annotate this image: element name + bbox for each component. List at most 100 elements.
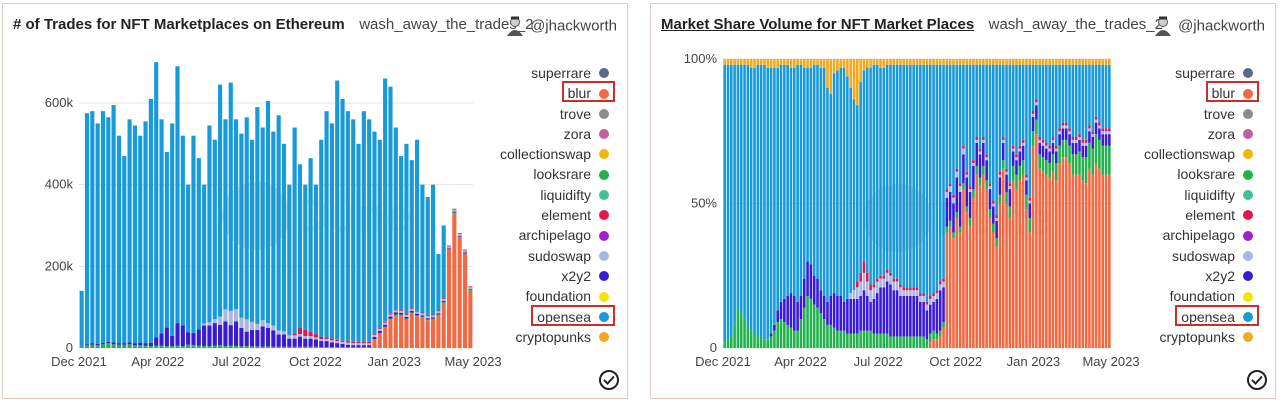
- bar-stack[interactable]: [832, 59, 836, 348]
- bar-stack[interactable]: [1028, 59, 1032, 348]
- bar-stack[interactable]: [106, 117, 111, 348]
- checkmark-icon[interactable]: [1247, 370, 1267, 390]
- bar-stack[interactable]: [196, 158, 201, 348]
- bar-stack[interactable]: [399, 156, 404, 348]
- bar-stack[interactable]: [276, 115, 281, 348]
- bar-stack[interactable]: [846, 59, 849, 348]
- legend-item-collectionswap[interactable]: collectionswap: [1103, 143, 1253, 163]
- legend-item-collectionswap[interactable]: collectionswap: [459, 143, 609, 163]
- bar-stack[interactable]: [991, 59, 995, 348]
- bar-stack[interactable]: [425, 196, 430, 348]
- bar-stack[interactable]: [223, 119, 228, 348]
- bar-stack[interactable]: [965, 59, 969, 348]
- bar-stack[interactable]: [127, 119, 132, 348]
- bar-stack[interactable]: [836, 59, 839, 348]
- bar-stack[interactable]: [345, 111, 350, 348]
- bar-stack[interactable]: [928, 59, 932, 348]
- bar-stack[interactable]: [468, 286, 473, 348]
- bar-stack[interactable]: [730, 59, 733, 348]
- bar-stack[interactable]: [1104, 59, 1108, 348]
- bar-stack[interactable]: [452, 208, 457, 348]
- author[interactable]: @jhackworth: [506, 16, 617, 36]
- legend-item-archipelago[interactable]: archipelago: [1103, 224, 1253, 244]
- bar-stack[interactable]: [303, 184, 308, 348]
- bar-stack[interactable]: [436, 254, 441, 348]
- bar-stack[interactable]: [998, 59, 1002, 348]
- bar-stack[interactable]: [743, 59, 746, 348]
- bar-stack[interactable]: [796, 59, 799, 348]
- bar-stack[interactable]: [218, 84, 223, 348]
- bar-stack[interactable]: [143, 121, 148, 348]
- bar-stack[interactable]: [1081, 59, 1085, 348]
- bar-stack[interactable]: [935, 59, 939, 348]
- bar-stack[interactable]: [388, 86, 393, 348]
- bar-stack[interactable]: [207, 125, 212, 348]
- bar-stack[interactable]: [420, 184, 425, 349]
- bar-stack[interactable]: [909, 59, 912, 348]
- legend-item-trove[interactable]: trove: [1103, 103, 1253, 123]
- legend-item-liquidifty[interactable]: liquidifty: [1103, 184, 1253, 204]
- author[interactable]: @jhackworth: [1154, 16, 1265, 36]
- bar-stack[interactable]: [958, 59, 962, 348]
- bar-stack[interactable]: [446, 245, 452, 348]
- bar-stack[interactable]: [430, 184, 436, 348]
- legend-item-liquidifty[interactable]: liquidifty: [459, 184, 609, 204]
- bar-stack[interactable]: [308, 158, 313, 348]
- legend-item-trove[interactable]: trove: [459, 103, 609, 123]
- bar-stack[interactable]: [1098, 59, 1101, 348]
- bar-stack[interactable]: [806, 59, 809, 348]
- bar-stack[interactable]: [872, 59, 876, 348]
- bar-stack[interactable]: [869, 59, 872, 348]
- legend-item-cryptopunks[interactable]: cryptopunks: [1103, 326, 1253, 346]
- bar-stack[interactable]: [340, 98, 345, 348]
- bar-stack[interactable]: [1011, 59, 1015, 348]
- bar-stack[interactable]: [1084, 59, 1088, 348]
- bar-stack[interactable]: [1051, 59, 1055, 348]
- bar-stack[interactable]: [842, 59, 846, 348]
- bar-stack[interactable]: [919, 59, 922, 348]
- bar-stack[interactable]: [1071, 59, 1075, 348]
- bar-stack[interactable]: [383, 78, 388, 349]
- bar-stack[interactable]: [849, 59, 852, 348]
- bar-stack[interactable]: [895, 59, 899, 348]
- bar-stack[interactable]: [1091, 59, 1095, 348]
- legend-item-element[interactable]: element: [459, 204, 609, 224]
- bar-stack[interactable]: [779, 59, 783, 348]
- bar-stack[interactable]: [462, 249, 468, 348]
- bar-stack[interactable]: [111, 105, 116, 348]
- bar-stack[interactable]: [255, 107, 260, 348]
- legend-item-archipelago[interactable]: archipelago: [459, 224, 609, 244]
- bar-stack[interactable]: [763, 59, 766, 348]
- bar-stack[interactable]: [995, 59, 998, 348]
- bar-stack[interactable]: [319, 139, 324, 348]
- bar-stack[interactable]: [945, 59, 949, 348]
- bar-stack[interactable]: [865, 59, 869, 348]
- bar-stack[interactable]: [367, 119, 372, 348]
- bar-stack[interactable]: [1094, 59, 1098, 348]
- bar-stack[interactable]: [281, 143, 287, 348]
- bar-stack[interactable]: [186, 184, 191, 348]
- bar-stack[interactable]: [915, 59, 919, 348]
- bar-stack[interactable]: [955, 59, 959, 348]
- bar-stack[interactable]: [988, 59, 992, 348]
- bar-stack[interactable]: [191, 135, 196, 348]
- bar-stack[interactable]: [948, 59, 952, 348]
- bar-stack[interactable]: [1035, 59, 1038, 348]
- bar-stack[interactable]: [1025, 59, 1028, 348]
- legend-item-blur[interactable]: blur: [1103, 81, 1259, 103]
- bar-stack[interactable]: [170, 123, 175, 348]
- bar-stack[interactable]: [938, 59, 942, 348]
- bar-stack[interactable]: [202, 184, 207, 348]
- bar-stack[interactable]: [759, 59, 763, 348]
- bar-stack[interactable]: [164, 152, 169, 348]
- bar-stack[interactable]: [265, 100, 271, 348]
- bar-stack[interactable]: [799, 59, 803, 348]
- bar-stack[interactable]: [766, 59, 770, 348]
- bar-stack[interactable]: [132, 125, 137, 348]
- bar-stack[interactable]: [862, 59, 866, 348]
- bar-stack[interactable]: [982, 59, 985, 348]
- bar-stack[interactable]: [377, 139, 382, 348]
- chart-title[interactable]: # of Trades for NFT Marketplaces on Ethe…: [13, 16, 345, 34]
- bar-stack[interactable]: [773, 59, 776, 348]
- bar-stack[interactable]: [952, 59, 955, 348]
